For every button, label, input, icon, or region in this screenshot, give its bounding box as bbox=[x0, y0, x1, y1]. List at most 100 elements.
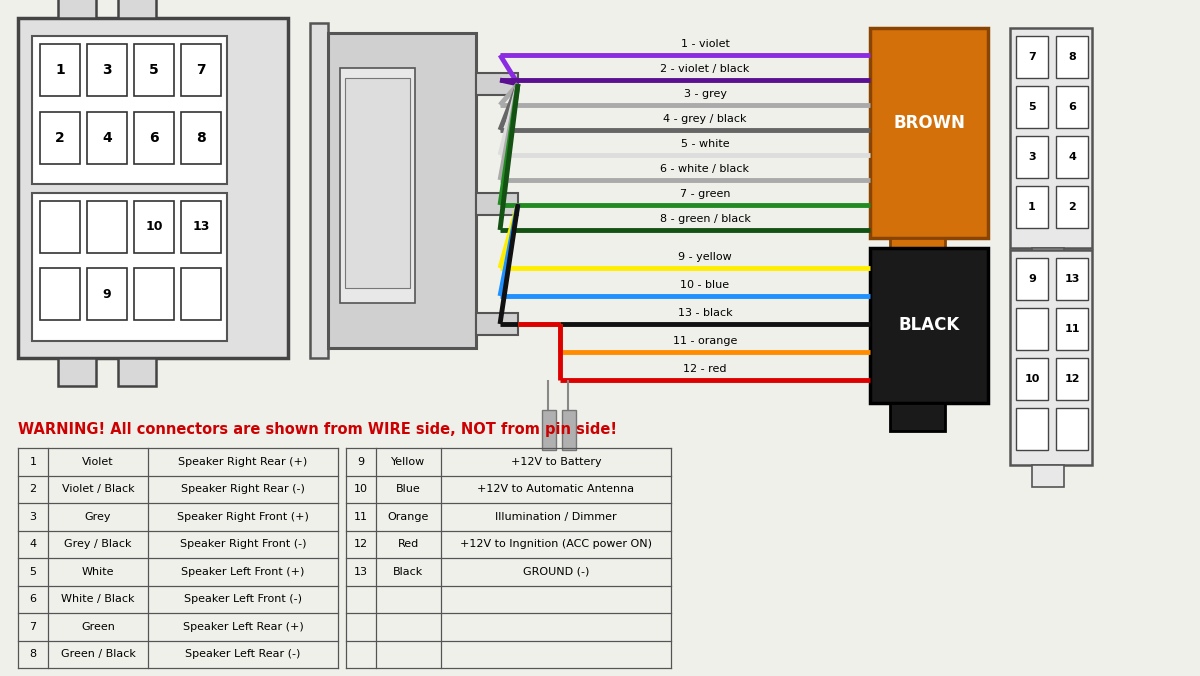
Text: +12V to Ingnition (ACC power ON): +12V to Ingnition (ACC power ON) bbox=[460, 539, 652, 549]
Text: BLACK: BLACK bbox=[899, 316, 960, 335]
Text: 9: 9 bbox=[358, 457, 365, 466]
Bar bbox=[1016, 186, 1048, 228]
Text: 10: 10 bbox=[354, 484, 368, 494]
Bar bbox=[1016, 258, 1048, 300]
Bar bbox=[134, 44, 174, 96]
Text: 12: 12 bbox=[1064, 374, 1080, 384]
Bar bbox=[181, 112, 221, 164]
Text: 2 - violet / black: 2 - violet / black bbox=[660, 64, 750, 74]
Bar bbox=[870, 28, 988, 238]
Bar bbox=[134, 268, 174, 320]
Bar bbox=[890, 403, 946, 431]
Text: +12V to Battery: +12V to Battery bbox=[511, 457, 601, 466]
Text: 4: 4 bbox=[1068, 152, 1076, 162]
Bar bbox=[870, 248, 988, 403]
Text: 6: 6 bbox=[30, 594, 36, 604]
Bar bbox=[88, 44, 127, 96]
Text: Speaker Left Rear (+): Speaker Left Rear (+) bbox=[182, 622, 304, 632]
Bar bbox=[40, 268, 80, 320]
Bar bbox=[40, 112, 80, 164]
Text: 7: 7 bbox=[1028, 52, 1036, 62]
Bar bbox=[88, 201, 127, 253]
Text: Green / Black: Green / Black bbox=[60, 649, 136, 659]
Bar bbox=[890, 238, 946, 268]
Bar bbox=[18, 18, 288, 358]
Text: Orange: Orange bbox=[388, 512, 430, 522]
Text: 6: 6 bbox=[1068, 102, 1076, 112]
Bar bbox=[1056, 136, 1088, 178]
Text: 3: 3 bbox=[1028, 152, 1036, 162]
Text: 2: 2 bbox=[55, 131, 65, 145]
Text: 5: 5 bbox=[1028, 102, 1036, 112]
Text: Speaker Left Front (+): Speaker Left Front (+) bbox=[181, 566, 305, 577]
Bar bbox=[32, 36, 227, 184]
Bar bbox=[181, 44, 221, 96]
Text: 13: 13 bbox=[354, 566, 368, 577]
Text: 4 - grey / black: 4 - grey / black bbox=[664, 114, 746, 124]
Text: 2: 2 bbox=[30, 484, 36, 494]
Bar bbox=[310, 23, 328, 358]
Text: 11 - orange: 11 - orange bbox=[673, 336, 737, 346]
Text: 1: 1 bbox=[30, 457, 36, 466]
Text: Blue: Blue bbox=[396, 484, 421, 494]
Text: 6: 6 bbox=[149, 131, 158, 145]
Text: 3: 3 bbox=[30, 512, 36, 522]
Bar bbox=[1056, 86, 1088, 128]
Text: Green: Green bbox=[82, 622, 115, 632]
Text: 10: 10 bbox=[145, 220, 163, 233]
Text: 5: 5 bbox=[30, 566, 36, 577]
Bar bbox=[476, 193, 518, 215]
Text: Violet / Black: Violet / Black bbox=[61, 484, 134, 494]
Text: 11: 11 bbox=[1064, 324, 1080, 334]
Text: 12: 12 bbox=[354, 539, 368, 549]
Text: 7 - green: 7 - green bbox=[679, 189, 731, 199]
Text: Speaker Left Front (-): Speaker Left Front (-) bbox=[184, 594, 302, 604]
Text: 5: 5 bbox=[149, 63, 158, 77]
Text: Violet: Violet bbox=[82, 457, 114, 466]
Text: 9: 9 bbox=[103, 287, 112, 301]
Bar bbox=[340, 68, 415, 303]
Text: Red: Red bbox=[398, 539, 419, 549]
Bar bbox=[1056, 258, 1088, 300]
Bar bbox=[134, 201, 174, 253]
Text: Illumination / Dimmer: Illumination / Dimmer bbox=[496, 512, 617, 522]
Bar bbox=[134, 112, 174, 164]
Bar bbox=[118, 358, 156, 386]
Text: Speaker Right Front (+): Speaker Right Front (+) bbox=[178, 512, 308, 522]
Text: WARNING! All connectors are shown from WIRE side, NOT from pin side!: WARNING! All connectors are shown from W… bbox=[18, 422, 617, 437]
Bar bbox=[1032, 248, 1064, 270]
Text: +12V to Automatic Antenna: +12V to Automatic Antenna bbox=[478, 484, 635, 494]
Text: 13: 13 bbox=[192, 220, 210, 233]
Text: 13: 13 bbox=[1064, 274, 1080, 284]
Bar bbox=[1016, 86, 1048, 128]
Bar bbox=[58, 0, 96, 18]
Text: 10: 10 bbox=[1025, 374, 1039, 384]
Bar bbox=[1016, 136, 1048, 178]
Text: 1 - violet: 1 - violet bbox=[680, 39, 730, 49]
Text: 9 - yellow: 9 - yellow bbox=[678, 252, 732, 262]
Text: 8 - green / black: 8 - green / black bbox=[660, 214, 750, 224]
Text: Black: Black bbox=[394, 566, 424, 577]
Bar bbox=[1010, 28, 1092, 248]
Bar bbox=[328, 33, 476, 348]
Text: BROWN: BROWN bbox=[893, 114, 965, 132]
Text: Speaker Left Rear (-): Speaker Left Rear (-) bbox=[185, 649, 301, 659]
Text: Yellow: Yellow bbox=[391, 457, 426, 466]
Bar bbox=[40, 201, 80, 253]
Text: 3 - grey: 3 - grey bbox=[684, 89, 726, 99]
Text: 8: 8 bbox=[196, 131, 206, 145]
Text: 5 - white: 5 - white bbox=[680, 139, 730, 149]
Bar bbox=[476, 73, 518, 95]
Bar bbox=[32, 193, 227, 341]
Bar bbox=[181, 268, 221, 320]
Bar bbox=[1056, 186, 1088, 228]
Text: Grey: Grey bbox=[85, 512, 112, 522]
Bar bbox=[88, 112, 127, 164]
Text: 1: 1 bbox=[1028, 202, 1036, 212]
Bar bbox=[542, 410, 556, 450]
Bar bbox=[88, 268, 127, 320]
Text: GROUND (-): GROUND (-) bbox=[523, 566, 589, 577]
Text: 10 - blue: 10 - blue bbox=[680, 280, 730, 290]
Text: 12 - red: 12 - red bbox=[683, 364, 727, 374]
Text: 2: 2 bbox=[1068, 202, 1076, 212]
